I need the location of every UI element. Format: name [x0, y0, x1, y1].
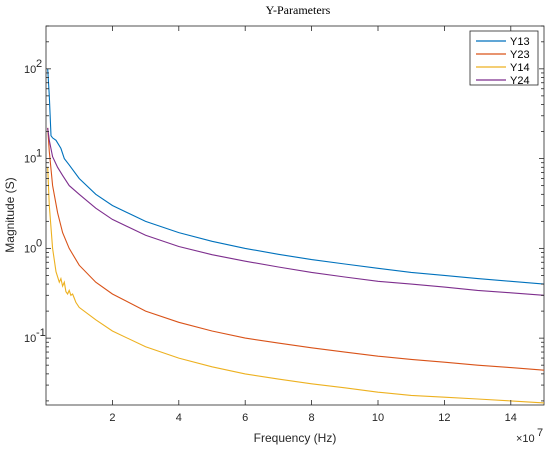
series-line-y14 — [47, 167, 545, 404]
y-tick-label: 10 -1 — [24, 327, 46, 345]
y-tick-power: 1 — [36, 148, 42, 160]
x-tick-label: 12 — [438, 412, 450, 424]
x-axis: 2 4 6 8 10 12 14 — [109, 26, 517, 424]
x-tick-label: 10 — [372, 412, 384, 424]
y-tick-power: 0 — [36, 237, 42, 249]
legend-item-y24: Y24 — [476, 75, 530, 87]
y-tick-power: -1 — [36, 327, 46, 339]
y-axis-label: Magnitude (S) — [3, 177, 17, 252]
x-tick-label: 8 — [309, 412, 315, 424]
x-exponent-power: 7 — [537, 427, 543, 439]
x-exponent: ×10 7 — [516, 427, 543, 445]
y-tick-base: 10 — [24, 333, 36, 345]
legend-label: Y14 — [510, 62, 530, 74]
legend-item-y13: Y13 — [476, 36, 530, 48]
legend-box — [469, 30, 539, 86]
series-layer — [47, 68, 545, 404]
x-tick-label: 2 — [109, 412, 115, 424]
y-tick-base: 10 — [24, 154, 36, 166]
y-tick-label: 10 1 — [24, 148, 42, 166]
y-tick-label: 10 2 — [24, 58, 42, 76]
series-line-y23 — [47, 127, 545, 371]
x-exponent-base: ×10 — [516, 433, 535, 445]
legend-label: Y13 — [510, 36, 530, 48]
x-tick-label: 6 — [242, 412, 248, 424]
y-tick-base: 10 — [24, 64, 36, 76]
legend-label: Y24 — [510, 75, 530, 87]
legend-item-y14: Y14 — [476, 62, 530, 74]
legend-label: Y23 — [510, 49, 530, 61]
y-tick-label: 10 0 — [24, 237, 42, 255]
series-line-y24 — [47, 127, 545, 296]
y-tick-power: 2 — [36, 58, 42, 70]
y-tick-base: 10 — [24, 243, 36, 255]
x-tick-label: 14 — [505, 412, 517, 424]
plot-area — [45, 25, 545, 406]
series-line-y13 — [47, 68, 545, 285]
x-axis-label: Frequency (Hz) — [254, 431, 337, 445]
legend-item-y23: Y23 — [476, 49, 530, 61]
chart-title: Y-Parameters — [266, 3, 331, 17]
x-tick-label: 4 — [176, 412, 182, 424]
